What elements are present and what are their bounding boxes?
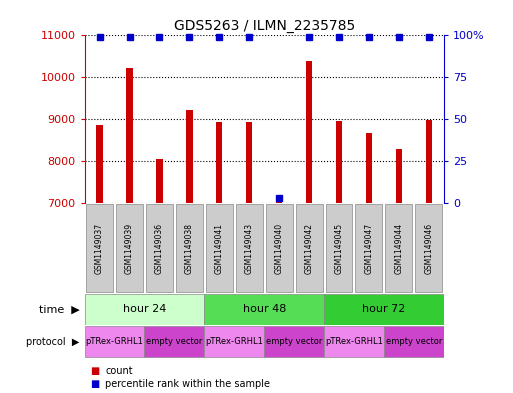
Text: GSM1149040: GSM1149040 — [274, 222, 284, 274]
Text: GSM1149039: GSM1149039 — [125, 222, 134, 274]
Text: empty vector: empty vector — [386, 337, 442, 346]
Text: GSM1149042: GSM1149042 — [305, 222, 313, 274]
Text: GSM1149041: GSM1149041 — [215, 222, 224, 274]
Text: time  ▶: time ▶ — [39, 304, 80, 314]
Text: count: count — [105, 366, 133, 376]
Text: GSM1149047: GSM1149047 — [364, 222, 373, 274]
Text: GSM1149036: GSM1149036 — [155, 222, 164, 274]
FancyBboxPatch shape — [324, 326, 384, 357]
Text: GSM1149038: GSM1149038 — [185, 222, 194, 274]
Bar — [96, 125, 103, 203]
Text: protocol  ▶: protocol ▶ — [26, 336, 80, 347]
Bar — [396, 149, 402, 203]
Text: percentile rank within the sample: percentile rank within the sample — [105, 379, 270, 389]
Bar — [126, 68, 133, 203]
FancyBboxPatch shape — [295, 204, 323, 292]
FancyBboxPatch shape — [116, 204, 143, 292]
FancyBboxPatch shape — [146, 204, 173, 292]
Text: hour 48: hour 48 — [243, 304, 286, 314]
Bar — [426, 119, 432, 203]
Text: ■: ■ — [90, 379, 99, 389]
Text: hour 72: hour 72 — [362, 304, 406, 314]
Text: pTRex-GRHL1: pTRex-GRHL1 — [325, 337, 383, 346]
FancyBboxPatch shape — [86, 204, 113, 292]
Text: empty vector: empty vector — [146, 337, 203, 346]
Bar — [336, 121, 342, 203]
Bar — [216, 122, 223, 203]
FancyBboxPatch shape — [384, 326, 444, 357]
Bar — [156, 160, 163, 203]
Text: GSM1149046: GSM1149046 — [424, 222, 433, 274]
Bar — [306, 61, 312, 203]
Text: ■: ■ — [90, 366, 99, 376]
Bar — [276, 202, 282, 203]
FancyBboxPatch shape — [266, 204, 292, 292]
Text: GSM1149037: GSM1149037 — [95, 222, 104, 274]
Title: GDS5263 / ILMN_2235785: GDS5263 / ILMN_2235785 — [173, 19, 355, 33]
Bar — [186, 110, 192, 203]
FancyBboxPatch shape — [385, 204, 412, 292]
Text: GSM1149043: GSM1149043 — [245, 222, 254, 274]
FancyBboxPatch shape — [85, 326, 145, 357]
FancyBboxPatch shape — [326, 204, 352, 292]
Bar — [246, 122, 252, 203]
FancyBboxPatch shape — [176, 204, 203, 292]
FancyBboxPatch shape — [204, 294, 324, 325]
Text: empty vector: empty vector — [266, 337, 322, 346]
FancyBboxPatch shape — [356, 204, 382, 292]
FancyBboxPatch shape — [204, 326, 264, 357]
FancyBboxPatch shape — [85, 294, 204, 325]
Text: pTRex-GRHL1: pTRex-GRHL1 — [205, 337, 263, 346]
Bar — [366, 133, 372, 203]
Text: GSM1149044: GSM1149044 — [394, 222, 403, 274]
FancyBboxPatch shape — [236, 204, 263, 292]
FancyBboxPatch shape — [145, 326, 204, 357]
FancyBboxPatch shape — [264, 326, 324, 357]
Text: GSM1149045: GSM1149045 — [334, 222, 344, 274]
FancyBboxPatch shape — [206, 204, 233, 292]
FancyBboxPatch shape — [416, 204, 442, 292]
FancyBboxPatch shape — [324, 294, 444, 325]
Text: hour 24: hour 24 — [123, 304, 166, 314]
Text: pTRex-GRHL1: pTRex-GRHL1 — [86, 337, 144, 346]
